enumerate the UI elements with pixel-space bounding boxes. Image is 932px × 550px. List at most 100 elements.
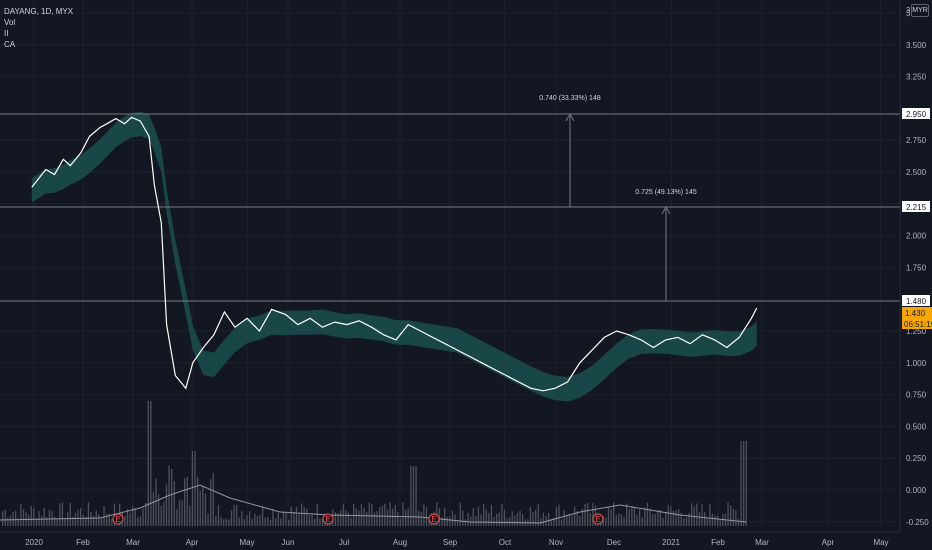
volume-bar xyxy=(462,510,464,526)
measure-label-2: 0.725 (49.13%) 145 xyxy=(635,189,697,196)
price-tick: 3 xyxy=(906,6,911,15)
volume-bar xyxy=(667,505,669,526)
currency-button[interactable]: MYR xyxy=(911,4,929,17)
volume-bar xyxy=(298,513,300,526)
ca-indicator-label[interactable]: CA xyxy=(4,40,16,49)
volume-bar xyxy=(683,518,685,526)
volume-bar xyxy=(706,518,708,526)
volume-bar xyxy=(30,505,32,526)
volume-bar xyxy=(210,479,212,526)
volume-bar xyxy=(316,504,318,526)
time-label: May xyxy=(239,538,254,547)
volume-bar xyxy=(9,515,12,526)
volume-bar xyxy=(17,518,19,526)
volume-bar xyxy=(740,441,742,526)
volume-bar xyxy=(685,517,688,526)
volume-bar xyxy=(223,519,225,526)
volume-bar xyxy=(649,509,651,526)
volume-bar xyxy=(41,515,43,526)
volume-bar xyxy=(384,503,386,526)
volume-bar xyxy=(654,514,656,526)
event-marker[interactable]: E xyxy=(428,513,440,525)
volume-bar xyxy=(542,512,545,526)
price-tick: 1.250 xyxy=(906,327,927,336)
volume-bar xyxy=(7,517,9,526)
volume-bar xyxy=(178,499,181,526)
volume-bar xyxy=(288,519,290,526)
volume-bar xyxy=(480,514,482,526)
volume-bar xyxy=(204,493,207,526)
volume-bar xyxy=(142,508,144,526)
volume-bar xyxy=(132,506,134,526)
volume-bar xyxy=(280,518,282,526)
volume-bar xyxy=(566,515,568,526)
volume-bar xyxy=(412,466,415,526)
volume-bar xyxy=(236,504,238,526)
volume-bar xyxy=(444,507,446,526)
volume-bar xyxy=(485,509,487,526)
volume-bar xyxy=(659,509,662,526)
volume-bar xyxy=(623,517,625,526)
time-axis[interactable]: 2020 Feb Mar Apr May Jun Jul Aug Sep Oct Nov Dec 202… xyxy=(0,531,900,547)
volume-bar xyxy=(735,510,737,526)
volume-bar xyxy=(665,513,667,526)
volume-bar xyxy=(285,512,287,526)
volume-bar xyxy=(165,484,168,526)
volume-bar xyxy=(633,507,636,526)
volume-bar xyxy=(137,517,139,526)
volume-indicator-label[interactable]: Vol xyxy=(4,18,16,27)
volume-bar xyxy=(340,510,342,526)
volume-bar xyxy=(394,505,396,526)
volume-bar xyxy=(277,512,279,526)
volume-bar xyxy=(483,503,485,526)
volume-bar xyxy=(15,510,17,526)
volume-bar xyxy=(641,517,643,526)
volume-bar xyxy=(228,519,230,526)
svg-text:1.480: 1.480 xyxy=(906,297,927,306)
price-tick: 0.750 xyxy=(906,391,927,400)
volume-bar xyxy=(238,517,240,526)
volume-bar xyxy=(254,513,256,526)
event-marker[interactable]: E xyxy=(112,513,124,525)
price-axis[interactable]: 3 3.7503.5003.2502.7502.5002.2502.0001.7… xyxy=(899,0,932,532)
volume-bar xyxy=(334,512,337,526)
volume-bar xyxy=(503,509,506,526)
measure-arrow-2[interactable]: 0.725 (49.13%) 145 xyxy=(635,189,697,301)
measure-arrow-1[interactable]: 0.740 (33.33%) 148 xyxy=(539,95,601,207)
price-tick: 1.000 xyxy=(906,359,927,368)
volume-bar xyxy=(743,441,745,526)
time-label: Feb xyxy=(76,538,90,547)
volume-bar xyxy=(225,518,227,526)
volume-bar xyxy=(698,511,701,526)
volume-bar xyxy=(147,401,149,526)
indicator-label[interactable]: II xyxy=(4,29,9,38)
event-marker[interactable]: E xyxy=(322,513,334,525)
volume-bar xyxy=(155,478,157,526)
svg-text:E: E xyxy=(595,515,600,524)
volume-bar xyxy=(639,509,641,526)
volume-bar xyxy=(363,507,365,526)
volume-bar xyxy=(696,503,698,526)
volume-bar xyxy=(267,517,269,526)
volume-bar xyxy=(420,512,422,526)
svg-text:E: E xyxy=(431,515,436,524)
volume-bar xyxy=(441,517,443,526)
volume-bar xyxy=(171,468,173,526)
chart-grid xyxy=(0,0,900,532)
volume-bar xyxy=(714,515,716,526)
event-marker[interactable]: E xyxy=(592,513,604,525)
volume-bar xyxy=(589,513,591,526)
volume-bar xyxy=(158,494,160,526)
volume-bar xyxy=(124,515,126,526)
volume-bar xyxy=(295,506,298,526)
volume-bar xyxy=(246,515,248,526)
symbol-title[interactable]: DAYANG, 1D, MYX xyxy=(4,7,74,16)
volume-bar xyxy=(555,506,558,526)
level-tag-mid: 2.215 xyxy=(902,201,930,212)
volume-bar xyxy=(64,517,66,526)
volume-bar xyxy=(376,511,378,526)
volume-bar xyxy=(392,508,394,526)
time-label: May xyxy=(873,538,888,547)
volume-bar xyxy=(418,511,420,526)
